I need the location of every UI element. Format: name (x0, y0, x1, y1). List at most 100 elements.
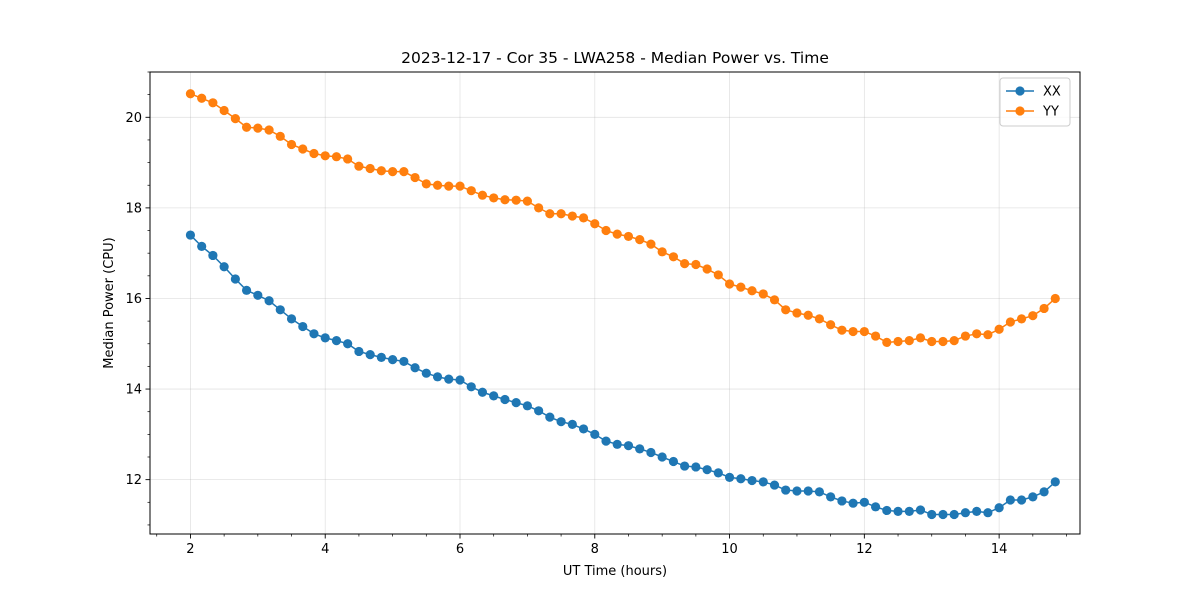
data-point-yy (1028, 311, 1038, 321)
data-point-xx (253, 290, 263, 300)
data-point-xx (826, 492, 836, 502)
data-point-xx (803, 486, 813, 496)
data-point-xx (331, 335, 342, 346)
series-xx (185, 230, 1060, 520)
plot-area-frame (149, 71, 1081, 535)
data-point-yy (320, 151, 330, 161)
data-point-xx (837, 496, 847, 506)
data-point-yy (691, 259, 701, 270)
data-point-yy (331, 152, 342, 162)
data-point-yy (455, 181, 465, 191)
series-yy (185, 89, 1060, 348)
data-point-xx (208, 250, 218, 261)
legend-marker-yy (1015, 106, 1025, 116)
data-point-yy (635, 234, 645, 245)
data-point-xx (635, 444, 645, 454)
data-point-xx (713, 468, 723, 478)
data-point-xx (927, 509, 937, 520)
data-point-xx (871, 502, 881, 512)
data-point-xx (736, 474, 746, 484)
data-point-xx (275, 305, 285, 315)
data-point-xx (1050, 477, 1060, 487)
data-point-xx (590, 429, 600, 439)
data-point-yy (264, 125, 274, 135)
data-point-yy (927, 336, 937, 347)
data-point-yy (545, 209, 555, 219)
data-point-xx (623, 441, 634, 451)
data-point-yy (994, 324, 1004, 334)
data-point-yy (848, 326, 858, 337)
axis-ticks: 2 4 6 8 10 12 14 12 14 16 18 20 (125, 71, 1067, 557)
data-point-yy (578, 213, 589, 223)
data-point-yy (365, 163, 375, 174)
data-point-yy (960, 331, 971, 341)
data-point-xx (882, 505, 892, 516)
x-tick-label: 10 (721, 542, 738, 557)
data-point-yy (197, 93, 207, 103)
data-point-xx (230, 274, 240, 284)
data-point-xx (556, 417, 566, 427)
data-point-yy (253, 123, 263, 133)
data-point-xx (724, 472, 735, 482)
data-point-yy (915, 333, 926, 343)
data-point-yy (376, 166, 386, 176)
data-point-xx (264, 296, 274, 306)
data-point-yy (208, 98, 218, 108)
data-point-yy (590, 219, 600, 229)
data-point-xx (286, 314, 297, 324)
data-point-yy (792, 308, 802, 318)
data-point-yy (949, 335, 959, 346)
y-tick-label: 16 (125, 292, 142, 307)
data-point-yy (534, 203, 544, 213)
data-point-xx (410, 363, 420, 373)
data-point-yy (972, 329, 982, 339)
data-point-xx (680, 461, 690, 471)
data-point-yy (309, 148, 319, 159)
data-point-xx (781, 485, 791, 495)
legend-entry-yy: YY (1006, 105, 1059, 120)
legend: XX YY (999, 77, 1071, 127)
data-point-yy (567, 211, 577, 221)
data-point-yy (241, 122, 252, 132)
data-point-yy (904, 335, 914, 346)
data-point-xx (994, 503, 1004, 513)
data-point-xx (949, 509, 959, 520)
data-point-yy (702, 264, 712, 274)
data-point-xx (241, 285, 252, 295)
data-point-yy (432, 180, 443, 190)
data-point-xx (432, 372, 443, 382)
data-point-yy (893, 336, 903, 347)
data-point-xx (219, 262, 229, 272)
data-point-yy (1005, 317, 1015, 327)
data-point-yy (410, 172, 420, 183)
data-point-xx (893, 506, 903, 516)
data-point-xx (185, 230, 196, 240)
data-point-yy (230, 114, 240, 124)
data-point-xx (1016, 495, 1027, 505)
data-point-yy (1016, 314, 1027, 324)
data-point-yy (657, 247, 667, 257)
data-point-xx (691, 462, 701, 472)
data-point-xx (646, 447, 656, 458)
data-point-xx (365, 350, 375, 360)
data-point-yy (871, 331, 881, 341)
data-point-xx (578, 424, 589, 434)
data-point-yy (680, 258, 690, 269)
data-point-xx (466, 382, 476, 392)
data-point-xx (904, 506, 914, 516)
x-tick-label: 12 (856, 542, 873, 557)
grid-lines (150, 72, 1080, 534)
data-point-yy (983, 330, 993, 340)
data-point-yy (399, 167, 409, 177)
data-point-xx (320, 333, 330, 343)
data-point-yy (724, 279, 735, 289)
data-point-xx (848, 498, 858, 508)
data-point-xx (915, 505, 926, 515)
data-point-yy (837, 325, 847, 335)
data-point-yy (354, 161, 364, 171)
data-point-yy (758, 289, 768, 299)
data-point-yy (736, 282, 746, 292)
data-point-xx (601, 436, 611, 446)
data-point-xx (657, 452, 667, 462)
legend-label-yy: YY (1042, 105, 1059, 120)
